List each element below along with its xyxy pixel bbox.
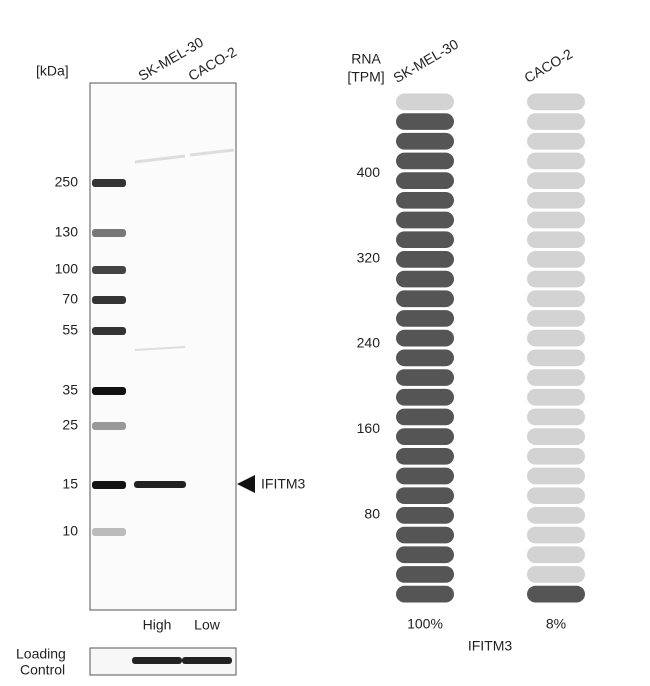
pill xyxy=(527,270,585,288)
pill xyxy=(396,349,454,367)
marker-label: 130 xyxy=(55,224,79,240)
pill xyxy=(527,152,585,170)
pill xyxy=(527,507,585,524)
pill xyxy=(527,251,585,268)
pill xyxy=(396,566,454,583)
y-tick-label: 400 xyxy=(357,164,381,180)
smear xyxy=(134,148,235,164)
pill xyxy=(396,487,454,505)
pill xyxy=(527,132,585,150)
pill xyxy=(527,310,585,327)
pill xyxy=(527,467,585,485)
pill xyxy=(396,369,454,386)
pill xyxy=(527,93,585,111)
marker-label: 70 xyxy=(62,291,78,307)
marker-band xyxy=(92,179,126,187)
marker-band xyxy=(92,229,126,237)
pill xyxy=(396,93,454,111)
pill xyxy=(527,113,585,130)
marker-band xyxy=(92,528,126,536)
pill xyxy=(396,251,454,268)
pill xyxy=(527,290,585,308)
marker-band xyxy=(92,266,126,274)
blot-frame xyxy=(89,82,237,611)
axis-title: RNA xyxy=(351,51,381,67)
pill xyxy=(527,566,585,583)
column-label: CACO-2 xyxy=(521,45,575,85)
loading-label: Loading xyxy=(16,646,66,662)
pill xyxy=(396,191,454,209)
target-band xyxy=(134,481,186,488)
marker-label: 25 xyxy=(62,417,78,433)
marker-label: 10 xyxy=(62,523,78,539)
pill xyxy=(396,408,454,426)
unit-label: [kDa] xyxy=(36,63,69,79)
pill xyxy=(527,428,585,445)
pill xyxy=(527,388,585,406)
marker-label: 35 xyxy=(62,382,78,398)
loading-band xyxy=(132,657,182,664)
y-tick-label: 80 xyxy=(364,505,380,521)
expression-label: Low xyxy=(194,617,221,633)
smear xyxy=(134,346,186,351)
marker-band xyxy=(92,481,126,489)
pill xyxy=(396,211,454,229)
pill xyxy=(527,369,585,386)
y-tick-label: 160 xyxy=(357,420,381,436)
marker-label: 250 xyxy=(55,174,79,190)
pill xyxy=(527,585,585,603)
pill xyxy=(396,310,454,327)
pill xyxy=(527,408,585,426)
pill xyxy=(527,211,585,229)
marker-band xyxy=(92,422,126,430)
percent-label: 8% xyxy=(546,616,566,632)
pill xyxy=(527,329,585,347)
pill xyxy=(396,526,454,544)
marker-label: 55 xyxy=(62,322,78,338)
marker-band xyxy=(92,387,126,395)
pill xyxy=(396,388,454,406)
pill xyxy=(527,526,585,544)
pill xyxy=(396,152,454,170)
marker-label: 15 xyxy=(62,476,78,492)
y-tick-label: 320 xyxy=(357,249,381,265)
pill xyxy=(396,113,454,130)
pill xyxy=(527,172,585,189)
pill xyxy=(396,270,454,288)
pill xyxy=(527,349,585,367)
pill-column xyxy=(396,93,454,603)
pill xyxy=(396,467,454,485)
arrow xyxy=(237,475,255,493)
expression-label: High xyxy=(143,617,172,633)
loading-label: Control xyxy=(20,662,65,678)
axis-title: [TPM] xyxy=(347,69,384,85)
pill xyxy=(396,231,454,249)
pill xyxy=(527,231,585,249)
pill xyxy=(396,428,454,445)
pill xyxy=(396,290,454,308)
pill xyxy=(396,172,454,189)
column-label: SK-MEL-30 xyxy=(390,36,461,86)
pill xyxy=(396,546,454,564)
percent-label: 100% xyxy=(407,616,443,632)
pill xyxy=(527,487,585,505)
pill-column xyxy=(527,93,585,603)
y-tick-label: 240 xyxy=(357,335,381,351)
pill xyxy=(396,585,454,603)
pill xyxy=(527,191,585,209)
marker-label: 100 xyxy=(55,261,79,277)
pill xyxy=(396,507,454,524)
pill xyxy=(396,132,454,150)
pill xyxy=(527,546,585,564)
loading-band xyxy=(182,657,232,664)
gene-label: IFITM3 xyxy=(468,638,513,654)
target-label: IFITM3 xyxy=(261,476,306,492)
pill xyxy=(396,329,454,347)
pill xyxy=(396,447,454,465)
marker-band xyxy=(92,327,126,335)
pill xyxy=(527,447,585,465)
marker-band xyxy=(92,296,126,304)
